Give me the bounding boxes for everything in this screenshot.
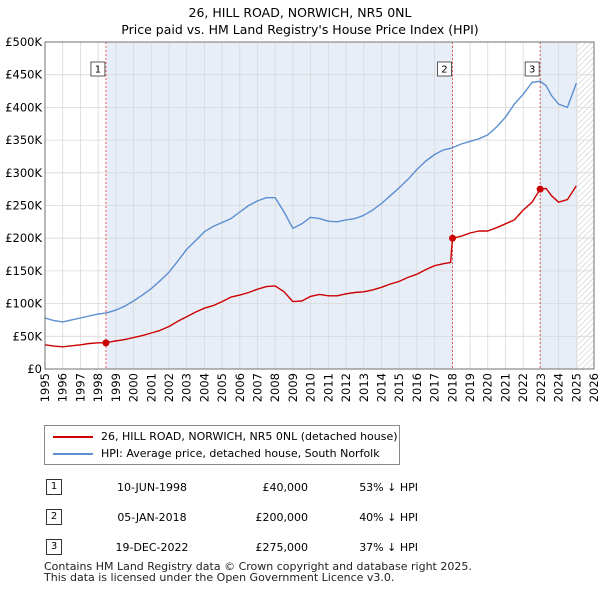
title-address: 26, HILL ROAD, NORWICH, NR5 0NL — [188, 5, 412, 20]
sale-number-badge: 2 — [46, 509, 62, 525]
sale-marker-number-1: 1 — [95, 65, 101, 76]
x-tick-label: 2004 — [197, 373, 211, 402]
x-tick-label: 2008 — [268, 373, 282, 402]
sale-hpi-diff: 40% ↓ HPI — [359, 510, 418, 524]
sale-marker-box-2 — [437, 61, 452, 77]
sale-number-badge: 3 — [46, 539, 62, 555]
chart-legend: 26, HILL ROAD, NORWICH, NR5 0NL (detache… — [44, 425, 400, 465]
x-tick-label: 1999 — [109, 373, 123, 402]
y-tick-label: £450K — [5, 68, 42, 82]
sale-marker-number-3: 3 — [529, 65, 535, 76]
x-tick-label: 2007 — [251, 373, 265, 402]
y-tick-label: £250K — [5, 199, 42, 213]
sale-hpi-diff: 37% ↓ HPI — [359, 540, 418, 554]
y-tick-label: £50K — [13, 329, 43, 343]
x-tick-label: 2016 — [410, 373, 424, 402]
x-tick-label: 2022 — [516, 373, 530, 402]
plot-frame — [44, 41, 595, 370]
price-chart: £0 £50K £100K £150K £200K £250K £300K £350K £400… — [5, 35, 600, 402]
x-tick-label: 2026 — [587, 373, 600, 402]
x-tick-label: 2025 — [569, 373, 583, 402]
y-tick-label: £0 — [27, 362, 42, 376]
y-tick-label: £500K — [5, 35, 42, 49]
footer-line-2: This data is licensed under the Open Gov… — [44, 571, 395, 584]
x-tick-label: 2021 — [498, 373, 512, 402]
table-row: 3 19-DEC-2022 £275,000 37% ↓ HPI — [42, 532, 418, 562]
sale-date: 19-DEC-2022 — [115, 540, 189, 554]
y-tick-label: £400K — [5, 100, 42, 114]
sale-price: £40,000 — [262, 480, 309, 494]
x-tick-label: 2013 — [357, 373, 371, 402]
y-tick-label: £350K — [5, 133, 42, 147]
sale-point-3 — [536, 185, 544, 193]
sale-marker-box-1 — [90, 61, 106, 77]
x-tick-label: 2017 — [428, 373, 442, 402]
y-tick-label: £100K — [5, 297, 42, 311]
x-tick-label: 2003 — [180, 373, 194, 402]
y-tick-label: £300K — [5, 166, 42, 180]
sale-hpi-diff: 53% ↓ HPI — [359, 480, 418, 494]
x-tick-label: 2009 — [286, 373, 300, 402]
x-tick-label: 1998 — [91, 373, 105, 402]
legend-hpi-swatch — [53, 453, 93, 455]
y-tick-label: £150K — [5, 264, 42, 278]
legend-hpi-label: HPI: Average price, detached house, Sout… — [101, 447, 380, 460]
x-tick-label: 2023 — [534, 373, 548, 402]
sale-price: £200,000 — [255, 510, 309, 524]
x-tick-label: 2024 — [552, 373, 566, 402]
legend-price-label: 26, HILL ROAD, NORWICH, NR5 0NL (detache… — [101, 430, 398, 443]
x-tick-label: 2006 — [233, 373, 247, 402]
hpi-series-line — [44, 80, 577, 323]
x-tick-label: 2014 — [374, 373, 388, 402]
sale-point-1 — [102, 339, 110, 347]
sale-date: 05-JAN-2018 — [117, 510, 187, 524]
price-series-line — [44, 185, 577, 348]
x-tick-label: 2011 — [321, 373, 335, 402]
sale-marker-number-2: 2 — [441, 65, 447, 76]
x-tick-label: 2002 — [162, 373, 176, 402]
x-tick-label: 2012 — [339, 373, 353, 402]
x-tick-label: 2000 — [127, 373, 141, 402]
x-tick-label: 1995 — [38, 373, 52, 402]
sale-marker-box-3 — [524, 61, 540, 77]
x-tick-label: 2018 — [445, 373, 459, 402]
chart-title: 26, HILL ROAD, NORWICH, NR5 0NL Price pa… — [0, 4, 600, 38]
y-tick-label: £200K — [5, 231, 42, 245]
x-tick-label: 1996 — [56, 373, 70, 402]
table-row: 1 10-JUN-1998 £40,000 53% ↓ HPI — [42, 472, 418, 502]
copyright-footer: Contains HM Land Registry data © Crown c… — [44, 561, 472, 583]
sale-date: 10-JUN-1998 — [116, 480, 188, 494]
title-subtitle: Price paid vs. HM Land Registry's House … — [121, 22, 479, 37]
x-tick-label: 2010 — [304, 373, 318, 402]
sale-number-badge: 1 — [46, 479, 62, 495]
x-tick-label: 2020 — [481, 373, 495, 402]
sales-table: 1 10-JUN-1998 £40,000 53% ↓ HPI 2 05-JAN… — [42, 472, 418, 562]
x-tick-label: 2005 — [215, 373, 229, 402]
table-row: 2 05-JAN-2018 £200,000 40% ↓ HPI — [42, 502, 418, 532]
sale-price: £275,000 — [255, 540, 309, 554]
x-tick-label: 2001 — [144, 373, 158, 402]
x-tick-label: 2019 — [463, 373, 477, 402]
legend-price-swatch — [53, 436, 93, 438]
sale-point-2 — [448, 234, 456, 242]
footer-line-1: Contains HM Land Registry data © Crown c… — [44, 560, 472, 573]
x-tick-label: 1997 — [73, 373, 87, 402]
x-tick-label: 2015 — [392, 373, 406, 402]
